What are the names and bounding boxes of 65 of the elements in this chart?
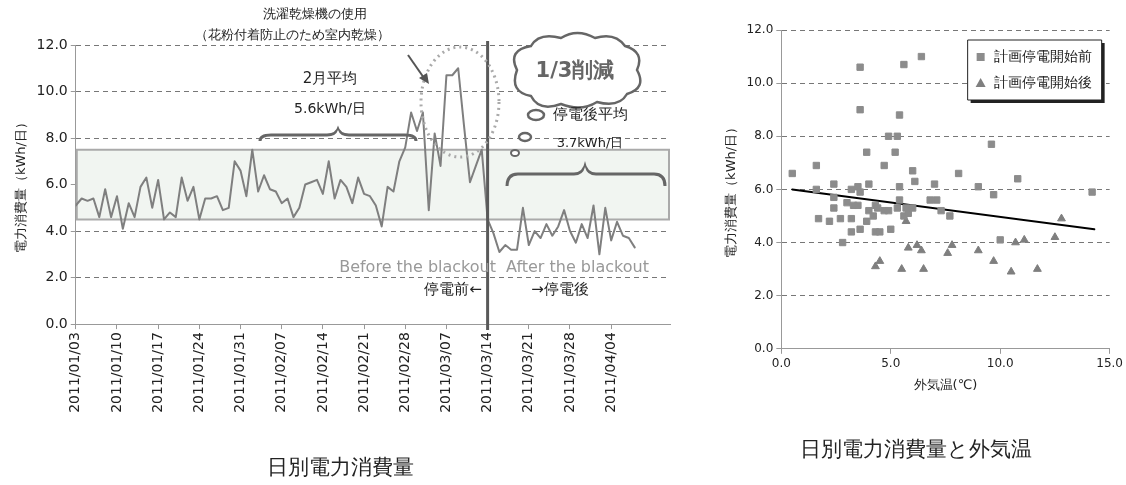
x-tick-label: 2011/02/07 bbox=[272, 332, 289, 413]
point bbox=[871, 261, 880, 270]
x-tick-label: 2011/01/24 bbox=[189, 332, 206, 413]
point bbox=[917, 245, 926, 254]
point bbox=[897, 264, 907, 272]
y-axis-title: 電力消費量（kWh/日） bbox=[13, 116, 29, 254]
annotation: 停電前← bbox=[424, 280, 482, 299]
point bbox=[947, 240, 957, 248]
annotation: 2月平均 bbox=[302, 69, 358, 88]
x-tick-label: 2011/02/14 bbox=[313, 332, 330, 413]
y-axis-title: 電力消費量（kWh/日） bbox=[723, 120, 739, 258]
annotation: 5.6kWh/日 bbox=[294, 99, 366, 117]
point bbox=[1006, 266, 1016, 275]
point bbox=[1019, 234, 1029, 243]
text: 日別電力消費量と外気温 bbox=[799, 436, 1032, 461]
annotation: →停電後 bbox=[531, 280, 589, 299]
x-tick-label: 2011/03/28 bbox=[560, 332, 577, 413]
x-tick-label: 2011/01/03 bbox=[66, 332, 83, 413]
x-tick-label: 2011/03/07 bbox=[437, 332, 454, 413]
y-tick-label: 4.0 bbox=[45, 221, 68, 238]
x-tick-label: 2011/01/10 bbox=[107, 332, 124, 413]
point bbox=[1050, 232, 1060, 240]
point bbox=[912, 240, 922, 248]
y-tick-label: 10.0 bbox=[746, 75, 774, 90]
y-tick-label: 0.0 bbox=[45, 314, 68, 331]
point bbox=[903, 242, 913, 251]
x-tick-label: 15.0 bbox=[1096, 356, 1123, 371]
legend-label: 計画停電開始前 bbox=[993, 47, 1092, 64]
x-tick-label: 2011/02/21 bbox=[354, 332, 371, 413]
annotation: 停電後平均 bbox=[552, 105, 628, 124]
point bbox=[875, 256, 885, 264]
x-tick-label: 5.0 bbox=[881, 356, 901, 371]
point bbox=[1011, 237, 1020, 246]
annotation: 1/3削減 bbox=[535, 57, 615, 83]
x-axis-title: 外気温(℃) bbox=[913, 377, 978, 393]
point bbox=[919, 264, 928, 272]
point bbox=[1057, 213, 1066, 222]
text: （花粉付着防止のため室内乾燥） bbox=[194, 26, 390, 43]
x-tick-label: 2011/03/14 bbox=[478, 332, 495, 413]
y-tick-label: 8.0 bbox=[45, 128, 68, 145]
x-tick-label: 10.0 bbox=[986, 356, 1014, 371]
point bbox=[943, 248, 953, 256]
annotation: 3.7kWh/日 bbox=[556, 134, 624, 151]
point bbox=[973, 245, 983, 254]
y-tick-label: 6.0 bbox=[754, 181, 774, 196]
x-tick-label: 0.0 bbox=[771, 356, 791, 371]
y-tick-label: 10.0 bbox=[36, 82, 68, 99]
y-tick-label: 4.0 bbox=[754, 234, 774, 249]
legend-label: 計画停電開始後 bbox=[993, 73, 1092, 90]
y-tick-label: 8.0 bbox=[754, 128, 774, 143]
x-tick-label: 2011/01/17 bbox=[148, 332, 165, 413]
y-tick-label: 2.0 bbox=[754, 287, 774, 302]
y-tick-label: 6.0 bbox=[45, 175, 68, 192]
y-tick-label: 12.0 bbox=[36, 35, 68, 52]
text: 日別電力消費量 bbox=[266, 454, 414, 479]
x-tick-label: 2011/03/21 bbox=[519, 332, 536, 413]
y-tick-label: 12.0 bbox=[746, 22, 774, 37]
x-tick-label: 2011/02/28 bbox=[395, 332, 412, 413]
x-tick-label: 2011/04/04 bbox=[601, 332, 618, 413]
x-tick-label: 2011/01/31 bbox=[231, 332, 248, 413]
point bbox=[1033, 264, 1042, 272]
annotation: After the blackout bbox=[506, 256, 649, 277]
text: 洗濯乾燥機の使用 bbox=[263, 5, 367, 22]
point bbox=[989, 256, 999, 264]
y-tick-label: 2.0 bbox=[45, 268, 68, 285]
